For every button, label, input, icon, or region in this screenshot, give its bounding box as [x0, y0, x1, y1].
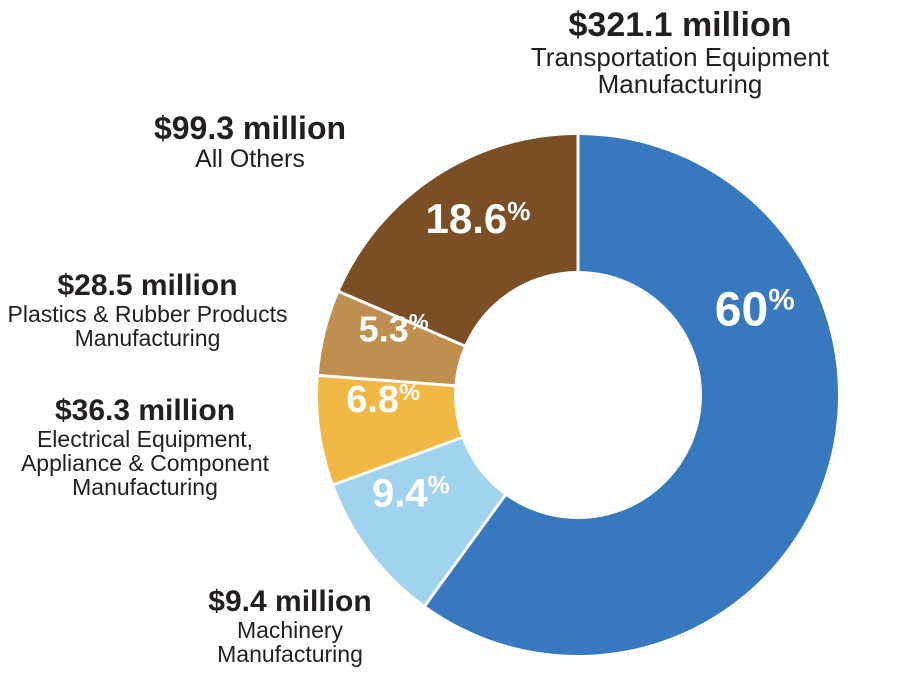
label-4-name: All Others [95, 146, 405, 172]
label-0-name: Transportation EquipmentManufacturing [475, 44, 885, 99]
label-0-value: $321.1 million [475, 8, 885, 44]
label-4: $99.3 million All Others [95, 112, 405, 172]
label-4-value: $99.3 million [95, 112, 405, 146]
donut-chart: 60%9.4%6.8%5.3%18.6% [318, 135, 838, 655]
label-3-value: $28.5 million [0, 270, 295, 302]
label-2-name: Electrical Equipment,Appliance & Compone… [0, 427, 300, 499]
label-1: $9.4 million MachineryManufacturing [150, 586, 430, 666]
label-1-name: MachineryManufacturing [150, 618, 430, 666]
label-3: $28.5 million Plastics & Rubber Products… [0, 270, 295, 350]
label-0: $321.1 million Transportation EquipmentM… [475, 8, 885, 98]
label-1-value: $9.4 million [150, 586, 430, 618]
label-2: $36.3 million Electrical Equipment,Appli… [0, 395, 300, 499]
label-3-name: Plastics & Rubber ProductsManufacturing [0, 302, 295, 350]
chart-stage: { "chart": { "type": "donut", "center_x"… [0, 0, 898, 692]
label-2-value: $36.3 million [0, 395, 300, 427]
